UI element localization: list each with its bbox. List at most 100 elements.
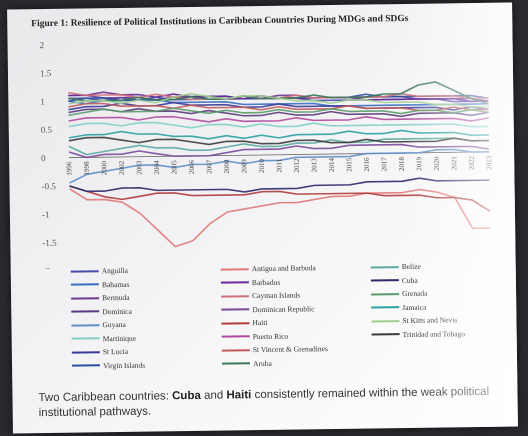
legend-swatch (371, 306, 399, 308)
legend-item: Bermuda (71, 293, 130, 303)
legend-item: Barbados (221, 277, 280, 287)
x-tick-label: 1998 (83, 161, 91, 176)
y-tick-label: 2 (39, 40, 44, 50)
legend-item: Virgin Islands (72, 360, 145, 370)
x-tick-label: 2006 (188, 159, 196, 174)
y-tick-label: -0.5 (41, 181, 56, 191)
legend-swatch (222, 362, 250, 364)
x-tick-label: 2007 (205, 159, 213, 174)
y-tick-label: -1.5 (42, 238, 57, 248)
x-tick-label: 2010 (258, 158, 266, 173)
x-tick-label: 2002 (118, 160, 126, 175)
legend-swatch (221, 268, 249, 270)
presentation-slide: Figure 1: Resilience of Political Instit… (7, 2, 518, 433)
legend-label: Trinidad and Tobago (403, 329, 466, 339)
legend-label: St Vincent & Grenadines (253, 344, 328, 354)
legend-swatch (371, 320, 399, 322)
legend-label: Belize (402, 262, 421, 271)
legend-label: Anguilla (102, 266, 128, 275)
legend-item: Dominica (71, 306, 132, 316)
legend-label: Bermuda (102, 293, 130, 302)
legend-item: St Kitts and Nevis (371, 315, 457, 325)
x-tick-label: 2012 (293, 158, 301, 173)
legend-item: Cayman Islands (221, 290, 300, 300)
legend-item: Jamaica (371, 302, 426, 312)
legend-swatch (222, 335, 250, 337)
x-tick-label: 2021 (450, 156, 458, 171)
x-tick-label: 2020 (433, 156, 441, 171)
legend-label: Cayman Islands (252, 290, 300, 300)
legend-label: Cuba (402, 275, 418, 284)
legend-swatch (72, 351, 100, 353)
legend-label: Antigua and Barbuda (252, 263, 316, 273)
x-tick-label: 2005 (170, 160, 178, 175)
series-line-antigua-and-barbuda (70, 183, 491, 248)
legend-label: Puerto Rico (253, 331, 289, 340)
y-tick-label: 0 (41, 153, 46, 163)
legend-item: Aruba (222, 358, 272, 368)
legend-item: St Lucia (72, 347, 128, 357)
line-chart: 2 1.5 1 0.5 0 -0.5 -1 -1.5 -2 1996 1998 2000 2002 20… (7, 2, 516, 269)
legend-swatch (221, 295, 249, 297)
x-axis: 1996 1998 2000 2002 2003 2004 2005 2006 2007 2008… (65, 155, 493, 175)
y-tick-label: 1.5 (40, 68, 52, 78)
legend-label: Jamaica (402, 302, 426, 311)
x-tick-label: 2022 (468, 156, 476, 171)
caption-intro: Two Caribbean countries: (38, 390, 172, 404)
legend-label: Grenada (402, 289, 428, 298)
legend-item: Cuba (371, 275, 418, 285)
legend-swatch (71, 270, 99, 272)
legend-item: St Vincent & Grenadines (222, 344, 328, 354)
y-axis: 2 1.5 1 0.5 0 -0.5 -1 -1.5 -2 (39, 40, 57, 270)
slide-caption: Two Caribbean countries: Cuba and Haiti … (38, 385, 508, 422)
caption-country-cuba: Cuba (172, 390, 201, 402)
legend-swatch (71, 310, 99, 312)
legend-label: Martinique (103, 333, 136, 342)
x-tick-label: 2023 (485, 155, 493, 170)
x-tick-label: 2011 (275, 158, 283, 172)
legend-swatch (72, 337, 100, 339)
y-tick-label: -1 (42, 209, 50, 219)
x-tick-label: 1996 (65, 161, 73, 176)
legend-swatch (221, 281, 249, 283)
legend-item: Dominican Republic (221, 304, 314, 314)
x-tick-label: 2016 (363, 157, 371, 172)
x-tick-label: 2018 (398, 156, 406, 171)
x-tick-label: 2017 (380, 157, 388, 172)
legend-item: Belize (371, 262, 421, 272)
y-tick-label: 0.5 (41, 125, 53, 135)
legend-swatch (371, 293, 399, 295)
legend-label: Guyana (102, 320, 125, 329)
x-tick-label: 2015 (345, 157, 353, 172)
y-tick-label: -2 (43, 266, 51, 270)
x-tick-label: 2008 (223, 159, 231, 174)
legend-swatch (71, 283, 99, 285)
x-tick-label: 2019 (415, 156, 423, 171)
x-tick-label: 2000 (100, 161, 108, 176)
legend-label: Aruba (253, 358, 272, 367)
series-line-haiti (70, 180, 490, 217)
legend-item: Guyana (71, 320, 125, 330)
legend-label: Haiti (252, 318, 267, 327)
legend-label: Barbados (252, 277, 280, 286)
legend-item: Bahamas (71, 279, 130, 289)
x-tick-label: 2004 (153, 160, 161, 175)
caption-country-haiti: Haiti (226, 389, 251, 401)
legend-label: St Kitts and Nevis (402, 315, 457, 325)
legend-label: Dominican Republic (252, 304, 314, 314)
legend-swatch (371, 266, 399, 268)
legend-swatch (222, 349, 250, 351)
x-tick-label: 2003 (135, 160, 143, 175)
x-tick-label: 2013 (310, 158, 318, 173)
legend-item: Anguilla (71, 266, 128, 276)
legend-label: Dominica (102, 306, 132, 315)
legend-item: Trinidad and Tobago (372, 329, 466, 339)
legend-item: Puerto Rico (222, 331, 289, 341)
legend-swatch (221, 308, 249, 310)
legend-swatch (71, 297, 99, 299)
legend-swatch (72, 364, 100, 366)
x-tick-label: 2014 (328, 157, 336, 172)
legend-label: Bahamas (102, 279, 130, 288)
chart-legend: Anguilla Bahamas Bermuda Dominica Guyana Mart… (71, 261, 493, 387)
legend-label: St Lucia (103, 347, 128, 356)
